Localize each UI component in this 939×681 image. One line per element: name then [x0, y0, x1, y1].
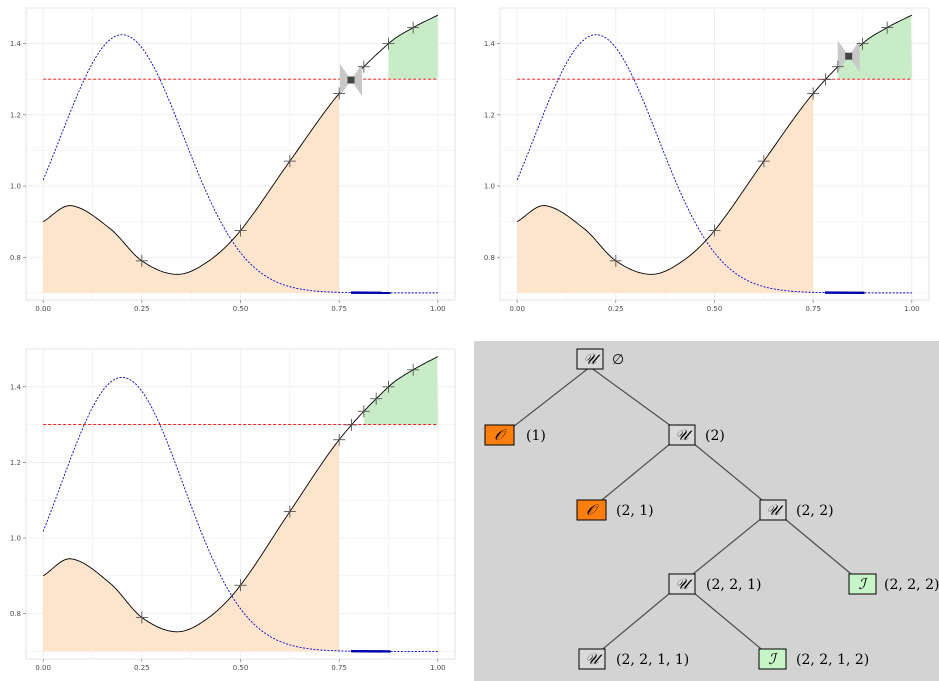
- x-tick-label: 0.50: [707, 305, 723, 313]
- tree-diagram: 𝒰 ∅ 𝒪 (1) 𝒰 (2) 𝒪 (2, 1) 𝒰 (2, 2) 𝒰 (2, …: [474, 341, 939, 681]
- orange-region: [43, 93, 340, 293]
- x-tick-label: 0.50: [233, 305, 249, 313]
- chart-panel-bottom-left: 0.00 0.25 0.50 0.75 1.00 0.8 1.0 1.2 1.4: [0, 341, 462, 681]
- edge-n221-n2211: [591, 582, 683, 659]
- node-label: ∅: [612, 352, 624, 368]
- x-tick-label: 1.00: [430, 305, 446, 313]
- y-tick-label: 1.0: [484, 183, 495, 191]
- density-curve: [42, 376, 438, 652]
- x-tick-label: 0.75: [331, 305, 347, 313]
- x-tick-label: 0.75: [331, 664, 347, 672]
- y-tick-label: 1.0: [10, 535, 21, 543]
- edge-n22-n221: [681, 508, 774, 584]
- x-tick-label: 1.00: [430, 664, 446, 672]
- node-box: [848, 573, 877, 595]
- y-tick-label: 1.4: [484, 40, 496, 48]
- green-region: [388, 15, 438, 80]
- node-label: (2): [705, 428, 725, 444]
- edge-n22-n222: [772, 508, 863, 584]
- node-box: [578, 648, 606, 670]
- node-box: [668, 424, 696, 446]
- node-label: (2, 2, 1, 2): [796, 652, 869, 668]
- x-tick-label: 0.00: [35, 305, 51, 313]
- node-label: (2, 2, 1): [706, 577, 761, 593]
- y-tick-label: 0.8: [484, 254, 495, 262]
- node-symbol: 𝒰: [585, 650, 603, 668]
- edge-n221-n2212: [681, 582, 773, 659]
- density-curve: [516, 34, 912, 294]
- node-box: [576, 499, 607, 521]
- y-tick-label: 1.2: [10, 111, 21, 119]
- x-tick-label: 0.75: [805, 305, 821, 313]
- x-tick-label: 0.00: [35, 664, 51, 672]
- node-box: [576, 348, 604, 370]
- chart-svg: 0.00 0.25 0.50 0.75 1.00 0.8 1.0 1.2 1.4: [10, 348, 456, 672]
- node-box: [484, 424, 515, 446]
- tree-node-n2: 𝒰 (2): [668, 424, 725, 446]
- node-label: (2, 2, 2): [884, 577, 939, 593]
- node-box: [668, 573, 696, 595]
- tree-edges: [503, 366, 863, 659]
- node-symbol: 𝒰: [675, 426, 693, 444]
- tree-node-n2212: ℐ (2, 2, 1, 2): [758, 648, 869, 670]
- edge-root-n2: [589, 366, 683, 435]
- highlight-point: [347, 76, 355, 84]
- y-tick-label: 1.2: [10, 459, 21, 467]
- chart-panel-top-left: 0.00 0.25 0.50 0.75 1.00 0.8 1.0 1.2 1.4: [0, 0, 462, 330]
- tree-node-root: 𝒰 ∅: [576, 348, 624, 370]
- chart-panel-top-right: 0.00 0.25 0.50 0.75 1.00 0.8 1.0 1.2 1.4: [474, 0, 936, 330]
- edge-root-n1: [503, 366, 591, 435]
- y-tick-label: 1.2: [484, 111, 495, 119]
- chart-svg: 0.00 0.25 0.50 0.75 1.00 0.8 1.0 1.2 1.4: [484, 7, 930, 313]
- node-symbol: 𝒰: [583, 350, 601, 368]
- x-tick-label: 0.25: [608, 305, 624, 313]
- density-curve: [42, 34, 438, 294]
- node-symbol: 𝒰: [766, 501, 784, 519]
- node-symbol: ℐ: [858, 575, 868, 593]
- x-tick-label: 0.00: [509, 305, 525, 313]
- tree-node-n22: 𝒰 (2, 2): [759, 499, 834, 521]
- y-tick-label: 1.4: [10, 383, 22, 391]
- node-label: (2, 1): [616, 503, 654, 519]
- tree-node-n1: 𝒪 (1): [484, 424, 546, 446]
- tree-svg: 𝒰 ∅ 𝒪 (1) 𝒰 (2) 𝒪 (2, 1) 𝒰 (2, 2) 𝒰 (2, …: [484, 348, 939, 670]
- node-box: [759, 499, 787, 521]
- node-label: (2, 2, 1, 1): [616, 652, 689, 668]
- x-tick-label: 0.25: [134, 664, 150, 672]
- orange-region: [43, 439, 340, 652]
- edge-n2-n21: [590, 433, 683, 510]
- green-region: [363, 357, 438, 425]
- y-tick-label: 1.0: [10, 183, 21, 191]
- node-label: (1): [526, 428, 546, 444]
- tree-node-n222: ℐ (2, 2, 2): [848, 573, 939, 595]
- y-tick-label: 0.8: [10, 254, 21, 262]
- tree-node-n2211: 𝒰 (2, 2, 1, 1): [578, 648, 689, 670]
- node-symbol: 𝒰: [675, 575, 693, 593]
- node-label: (2, 2): [796, 503, 834, 519]
- x-tick-label: 0.25: [134, 305, 150, 313]
- y-tick-label: 1.4: [10, 40, 22, 48]
- edge-n2-n22: [681, 433, 774, 510]
- x-tick-label: 0.50: [233, 664, 249, 672]
- highlight-point: [845, 52, 853, 60]
- tree-node-n221: 𝒰 (2, 2, 1): [668, 573, 761, 595]
- tree-node-n21: 𝒪 (2, 1): [576, 499, 654, 521]
- x-tick-label: 1.00: [904, 305, 920, 313]
- node-symbol: ℐ: [768, 650, 778, 668]
- chart-svg: 0.00 0.25 0.50 0.75 1.00 0.8 1.0 1.2 1.4: [10, 7, 456, 313]
- orange-region: [517, 93, 814, 293]
- y-tick-label: 0.8: [10, 610, 21, 618]
- node-box: [758, 648, 787, 670]
